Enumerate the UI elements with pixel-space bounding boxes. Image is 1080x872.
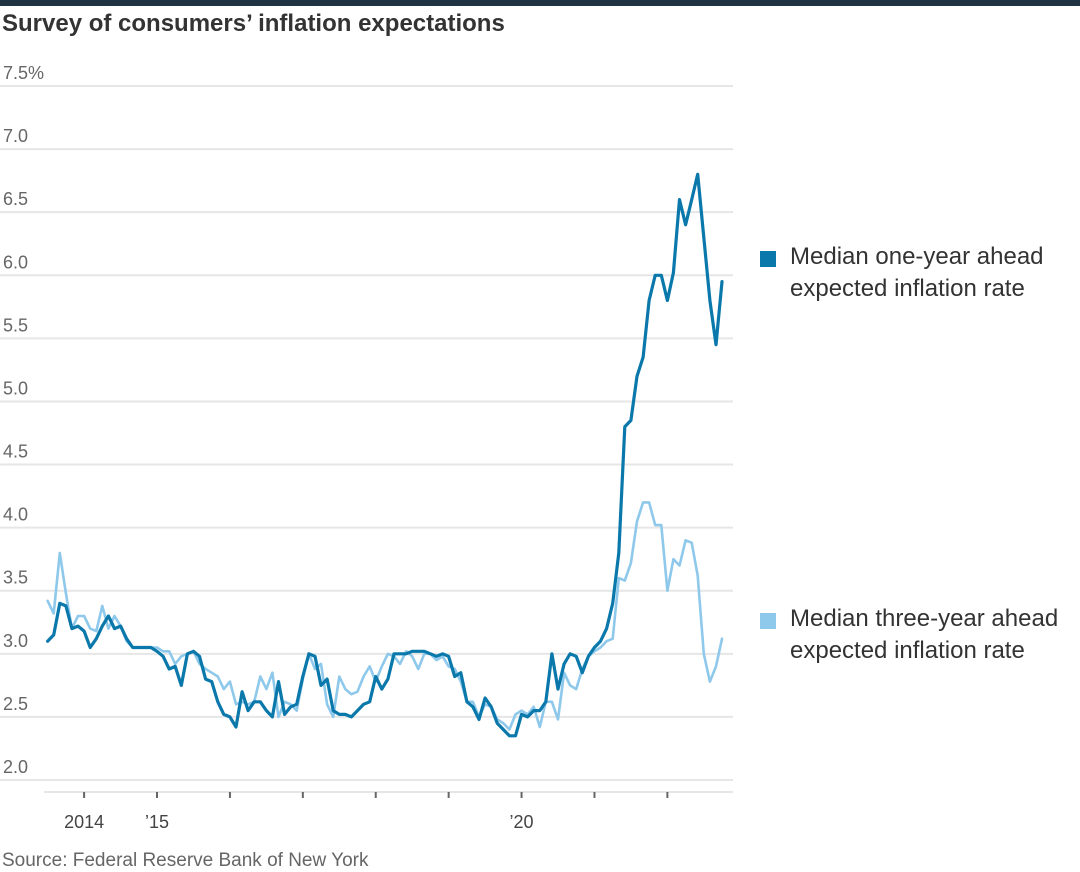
- y-tick-label: 4.0: [3, 505, 28, 525]
- x-tick-label: ’20: [510, 812, 534, 832]
- grid-lines: [0, 85, 733, 781]
- x-axis: 2014 ’15 ’20: [44, 791, 733, 832]
- y-tick-label: 6.0: [3, 252, 28, 272]
- y-tick-label: 7.0: [3, 126, 28, 146]
- x-tick-label: 2014: [64, 812, 104, 832]
- legend-swatch-one-year: [760, 251, 776, 267]
- legend-label-three-year: Median three-year ahead expected inflati…: [790, 605, 1059, 664]
- top-bar: [0, 0, 1080, 6]
- y-axis-labels: 7.5% 7.0 6.5 6.0 5.5 5.0 4.5 4.0 3.5 3.0 2.5 2.0: [3, 63, 44, 777]
- y-tick-label: 3.5: [3, 568, 28, 588]
- legend-swatch-three-year: [760, 613, 776, 629]
- y-tick-label: 6.5: [3, 189, 28, 209]
- series-line-three-year: [46, 501, 724, 731]
- y-tick-label: 4.5: [3, 442, 28, 462]
- y-tick-label: 2.5: [3, 694, 28, 714]
- legend-label-one-year: Median one-year ahead expected inflation…: [790, 243, 1044, 302]
- y-tick-label: 7.5%: [3, 63, 44, 83]
- series-line-one-year: [45, 172, 724, 738]
- legend-item-one-year: Median one-year ahead expected inflation…: [760, 241, 1080, 305]
- y-tick-label: 5.0: [3, 378, 28, 398]
- line-chart: 7.5% 7.0 6.5 6.0 5.5 5.0 4.5 4.0 3.5 3.0 2.5 2.0 20…: [0, 63, 733, 832]
- y-tick-label: 5.5: [3, 315, 28, 335]
- x-tick-label: ’15: [145, 812, 169, 832]
- legend-item-three-year: Median three-year ahead expected inflati…: [760, 603, 1080, 667]
- y-tick-label: 2.0: [3, 757, 28, 777]
- series-lines: [45, 172, 724, 738]
- y-tick-label: 3.0: [3, 631, 28, 651]
- chart-title: Survey of consumers’ inflation expectati…: [2, 10, 505, 37]
- source-note: Source: Federal Reserve Bank of New York: [2, 850, 369, 871]
